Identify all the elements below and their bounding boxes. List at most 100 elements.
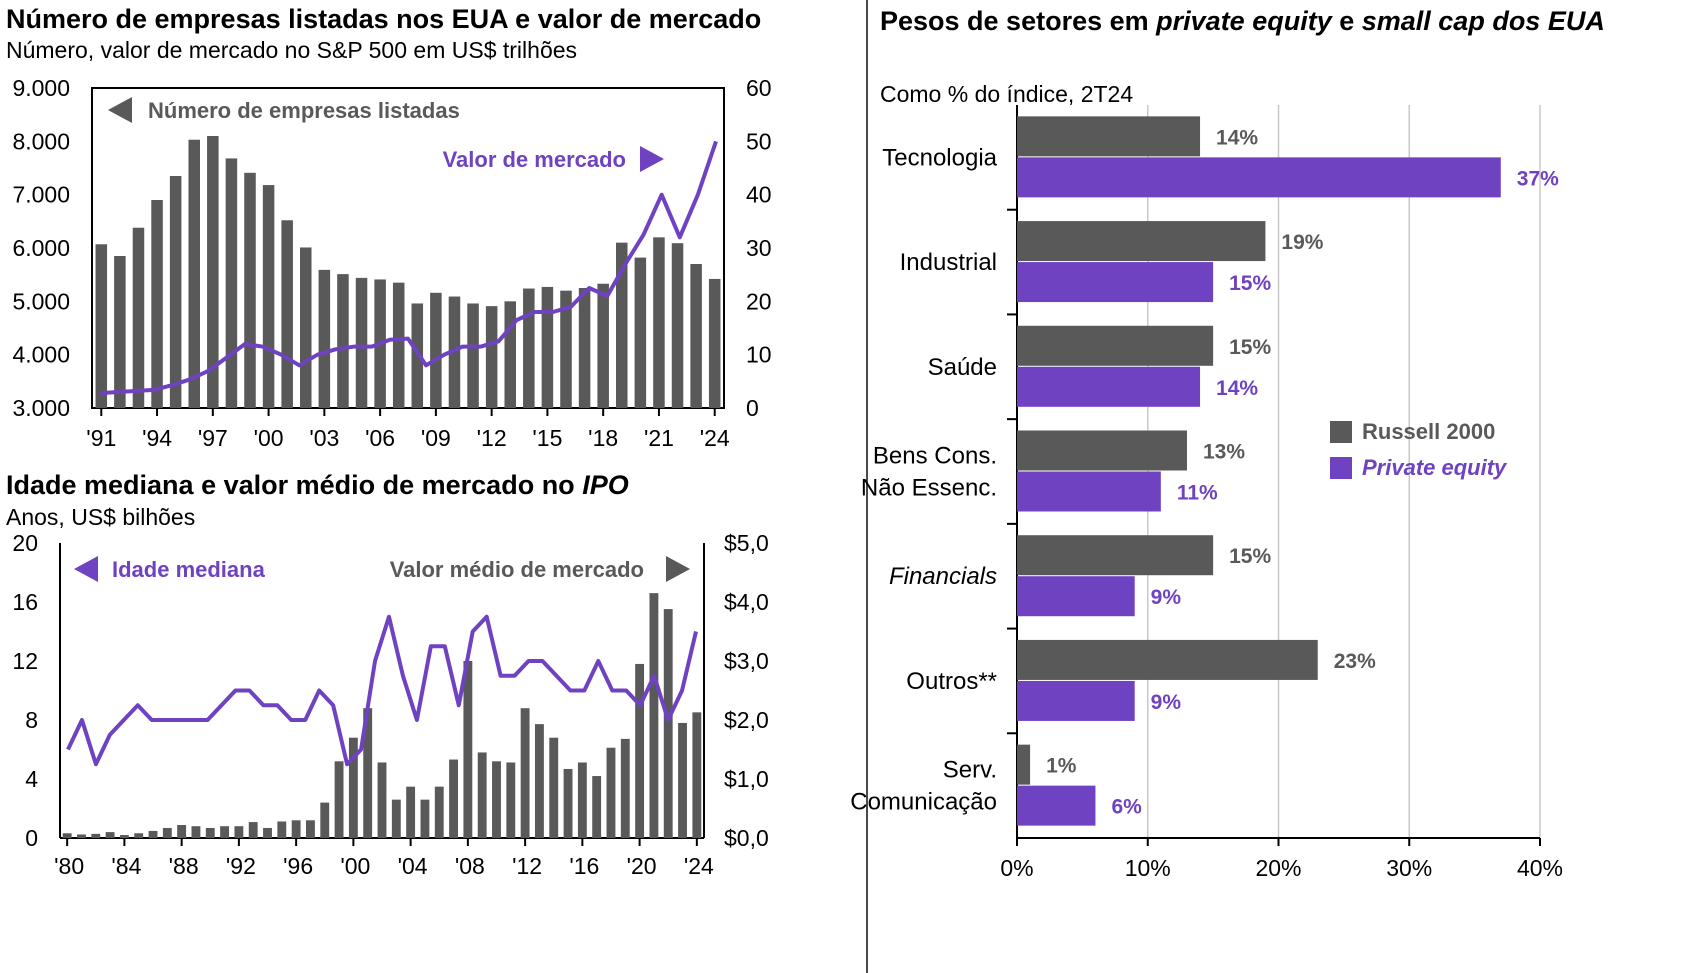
chart2-left-tick: 0: [25, 825, 38, 851]
chart2-left-tick: 16: [12, 589, 38, 615]
chart3-bar-russell: [1017, 325, 1214, 366]
chart2-bar: [191, 826, 201, 838]
chart1-bar: [690, 264, 702, 408]
chart1-x-tick: '00: [254, 425, 284, 451]
chart1-bar: [653, 237, 665, 408]
chart3-title-part3: e: [1331, 6, 1362, 36]
chart2-legend-right-arrow-icon: [666, 556, 690, 582]
chart3-bar-russell: [1017, 430, 1187, 471]
chart1-plot-frame: [91, 87, 725, 409]
chart1-legend-left-arrow-icon: [108, 97, 132, 123]
chart2-bar: [77, 834, 86, 838]
chart1-bar: [207, 136, 219, 408]
chart2-x-tick: '96: [283, 853, 313, 879]
chart3-label-russell: 15%: [1229, 545, 1271, 568]
chart1-x-tick: '91: [86, 425, 116, 451]
chart2-bar: [162, 827, 172, 838]
chart3-category-label: Financials: [889, 563, 997, 590]
chart1-legend-bars: Número de empresas listadas: [148, 98, 460, 123]
chart3-bar-russell: [1017, 639, 1318, 680]
chart1-bar: [132, 227, 145, 408]
chart1-bar: [504, 301, 516, 408]
chart1-bar: [634, 257, 647, 408]
chart1-bar: [560, 290, 572, 408]
chart2-x-tick: '80: [54, 853, 84, 879]
chart2-bar: [520, 708, 530, 838]
chart2-bar: [334, 761, 344, 838]
chart1-bar: [355, 277, 368, 408]
chart2-bar: [649, 593, 659, 838]
chart2-bar: [449, 759, 458, 838]
chart1-bar: [169, 176, 182, 408]
chart3-legend-russell: Russell 2000: [1362, 419, 1495, 444]
chart1-x-tick: '06: [365, 425, 395, 451]
chart3-label-private-equity: 14%: [1216, 377, 1258, 400]
chart3-bar-private-equity: [1017, 680, 1135, 721]
chart1-x-tick: '18: [588, 425, 618, 451]
chart3-title-part1: Pesos de setores em: [880, 6, 1157, 36]
chart1-title: Número de empresas listadas nos EUA e va…: [6, 4, 762, 34]
chart2-bar: [592, 776, 602, 838]
chart3-category-label: Serv.: [943, 757, 997, 784]
chart3-label-private-equity: 6%: [1111, 796, 1142, 819]
chart2-bar: [320, 802, 330, 838]
chart2-x-tick: '16: [569, 853, 599, 879]
chart1-bar: [188, 139, 200, 408]
chart2-bar: [506, 762, 516, 838]
chart2-x-tick: '12: [512, 853, 542, 879]
chart3-category-label: Outros**: [906, 668, 997, 695]
chart2-x-tick: '04: [398, 853, 428, 879]
chart3-label-russell: 13%: [1203, 441, 1245, 464]
chart1-bar: [616, 242, 628, 408]
chart2-median-age-line: [66, 614, 698, 767]
chart3-category-label: Bens Cons.: [873, 443, 997, 470]
chart3-category-label: Saúde: [928, 354, 997, 381]
chart3-bar-russell: [1017, 535, 1214, 576]
chart1-left-tick: 6.000: [12, 235, 70, 261]
chart2-bar: [91, 833, 101, 838]
chart1-left-tick: 7.000: [12, 182, 70, 208]
chart1-x-tick: '03: [309, 425, 339, 451]
chart3-bar-private-equity: [1017, 262, 1214, 303]
chart2-bar: [635, 663, 645, 838]
chart2-x-tick: '84: [111, 853, 141, 879]
chart2-right-tick: $0,0: [724, 825, 769, 851]
chart2-bar: [220, 826, 230, 838]
chart3-bar-private-equity: [1017, 785, 1096, 826]
chart3-legend-swatch-russell: [1330, 421, 1352, 443]
chart1-bar: [523, 288, 535, 408]
chart2-bar: [177, 825, 187, 838]
chart1-bar: [114, 256, 126, 408]
chart2-bar: [263, 827, 272, 838]
chart1-bar: [244, 172, 256, 408]
chart2-legend-left-arrow-icon: [74, 556, 98, 582]
chart3-label-private-equity: 11%: [1177, 482, 1218, 505]
chart2-bar: [492, 761, 501, 838]
chart2-right-tick: $3,0: [724, 648, 769, 674]
chart1-right-tick: 50: [746, 128, 772, 154]
chart3-title-part2: private equity: [1156, 6, 1332, 36]
chart2-bar: [606, 747, 616, 838]
chart3-label-private-equity: 9%: [1151, 691, 1182, 714]
chart2-bar: [534, 724, 544, 838]
chart2-title-italic: IPO: [582, 470, 629, 500]
chart2-bar: [277, 821, 287, 838]
chart1-left-tick: 8.000: [12, 128, 70, 154]
chart3-x-tick: 20%: [1255, 855, 1301, 881]
chart1-subtitle: Número, valor de mercado no S&P 500 em U…: [6, 37, 578, 63]
chart1-right-tick: 40: [746, 182, 772, 208]
chart2-bar: [306, 820, 315, 838]
chart2-bar: [549, 737, 559, 838]
chart3-label-russell: 15%: [1229, 336, 1271, 359]
chart1-bar: [151, 200, 163, 408]
chart2-left-tick: 8: [25, 707, 38, 733]
chart3-label-private-equity: 15%: [1229, 272, 1271, 295]
chart3-x-tick: 10%: [1125, 855, 1171, 881]
chart1-legend-right-arrow-icon: [640, 146, 664, 172]
chart1-left-tick: 4.000: [12, 342, 70, 368]
chart3-bar-private-equity: [1017, 366, 1201, 407]
chart3-bar-russell: [1017, 744, 1031, 785]
chart3-title: Pesos de setores em private equity e sma…: [880, 4, 1707, 38]
chart3-bar-private-equity: [1017, 157, 1501, 198]
